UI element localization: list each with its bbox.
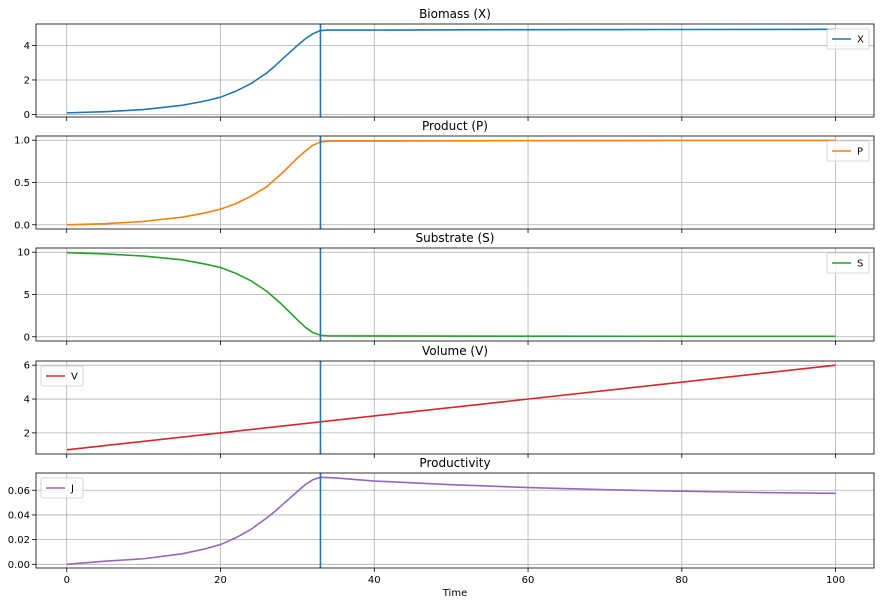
y-tick-label: 0.00: [8, 560, 30, 571]
series-line-S: [66, 251, 836, 338]
axes-frame: [35, 360, 875, 455]
axes-frame: [35, 23, 875, 118]
panel-2: Product (P) 0.0 0.5 1.0 P: [14, 119, 875, 233]
y-tick-label: 0.02: [8, 535, 30, 546]
y-tick-label: 4: [24, 395, 30, 406]
axes-frame: [35, 135, 875, 230]
x-tick-label: 40: [368, 575, 381, 586]
panel-title: Substrate (S): [416, 231, 495, 245]
x-axis-label: Time: [442, 588, 467, 599]
x-tick-label: 60: [522, 575, 535, 586]
legend: S: [826, 252, 870, 274]
x-tick-label: 20: [214, 575, 227, 586]
y-tick-label: 0.0: [14, 220, 30, 231]
panel-1: Biomass (X) 0 2 4 X: [24, 7, 875, 121]
legend-label: P: [857, 147, 863, 158]
y-tick-label: 1.0: [14, 136, 30, 147]
legend-label: J: [70, 484, 74, 495]
legend-label: X: [857, 35, 864, 46]
panel-title: Productivity: [419, 456, 490, 470]
y-tick-label: 0: [24, 110, 30, 121]
y-tick-label: 0.5: [14, 178, 30, 189]
panel-5: Productivity 0.00 0.02 0.04 0.06 0 20 40 60 80 100…: [8, 456, 875, 586]
y-tick-label: 2: [24, 75, 30, 86]
panel-title: Volume (V): [422, 344, 488, 358]
panel-3: Substrate (S) 0 5 10 S: [17, 231, 875, 345]
y-tick-label: 4: [24, 41, 30, 52]
axes-frame: [35, 472, 875, 569]
y-tick-label: 0.04: [8, 510, 30, 521]
legend: J: [40, 477, 84, 499]
legend: X: [826, 28, 870, 50]
series-line-X: [66, 28, 836, 114]
series-line-J: [66, 476, 836, 566]
series-line-P: [66, 139, 836, 226]
series-line-V: [66, 364, 836, 451]
y-tick-label: 0.06: [8, 486, 30, 497]
y-tick-label: 6: [24, 361, 30, 372]
panel-4: Volume (V) 2 4 6 V: [24, 344, 875, 458]
y-tick-label: 10: [17, 248, 30, 259]
x-tick-label: 100: [826, 575, 845, 586]
panel-title: Biomass (X): [419, 7, 491, 21]
legend: V: [40, 365, 84, 387]
y-tick-label: 2: [24, 428, 30, 439]
x-tick-label: 0: [64, 575, 70, 586]
x-tick-label: 80: [675, 575, 688, 586]
legend: P: [826, 140, 870, 162]
panel-title: Product (P): [422, 119, 488, 133]
y-tick-label: 0: [24, 332, 30, 343]
axes-frame: [35, 247, 875, 342]
legend-label: V: [71, 372, 78, 383]
y-tick-label: 5: [24, 290, 30, 301]
legend-label: S: [857, 259, 863, 270]
